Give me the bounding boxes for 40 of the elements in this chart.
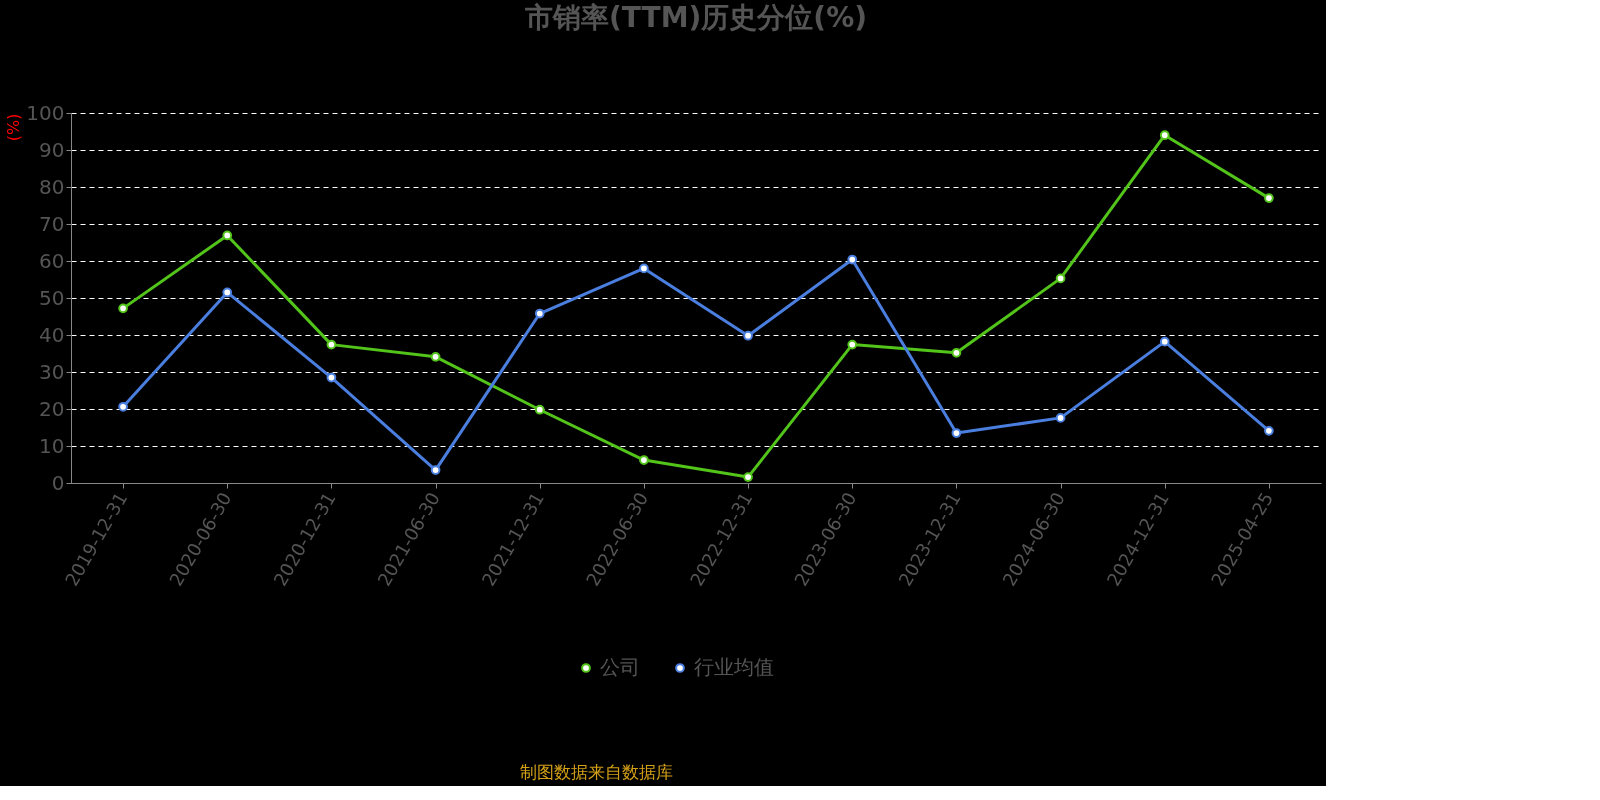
point — [951, 428, 962, 438]
point — [951, 347, 962, 358]
point — [326, 339, 337, 350]
point — [430, 465, 441, 475]
point — [639, 455, 649, 465]
point — [1159, 336, 1170, 347]
point — [534, 404, 545, 415]
y-tick-label: 80 — [39, 174, 65, 199]
legend-label: 公司 — [600, 655, 640, 679]
y-tick-label: 70 — [39, 211, 65, 236]
point — [430, 351, 441, 362]
y-tick-label: 50 — [39, 285, 65, 310]
point — [222, 287, 233, 298]
point — [118, 401, 128, 412]
point — [326, 372, 337, 383]
y-tick-label: 100 — [26, 100, 65, 125]
point — [639, 263, 649, 274]
point — [1159, 130, 1170, 141]
point — [534, 308, 545, 319]
point — [1055, 273, 1066, 284]
y-tick-label: 60 — [39, 248, 65, 273]
point — [847, 339, 858, 350]
chart-title: 市销率(TTM)历史分位(%) — [524, 1, 867, 34]
point — [222, 230, 233, 241]
point — [1264, 425, 1274, 436]
y-tick-label: 90 — [39, 137, 65, 162]
y-tick-label: 10 — [39, 433, 65, 458]
y-tick-label: 30 — [39, 359, 65, 384]
y-axis-title: (%) — [4, 113, 24, 142]
point — [743, 472, 753, 482]
point — [1264, 193, 1274, 203]
y-tick-label: 40 — [39, 322, 65, 347]
point — [118, 303, 128, 314]
point — [1055, 413, 1066, 423]
text: 制图数据来自数据库 — [519, 762, 673, 782]
y-tick-label: 0 — [51, 470, 65, 495]
legend-label: 行业均值 — [694, 655, 774, 679]
point — [743, 330, 753, 341]
y-tick-label: 20 — [39, 396, 65, 421]
point — [847, 254, 858, 265]
